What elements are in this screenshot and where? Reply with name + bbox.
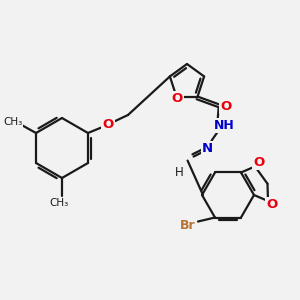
Text: O: O (220, 100, 231, 113)
Text: O: O (266, 199, 278, 212)
Text: O: O (102, 118, 114, 131)
Text: CH₃: CH₃ (50, 198, 69, 208)
Text: NH: NH (214, 119, 235, 132)
Text: O: O (172, 92, 183, 105)
Text: N: N (202, 142, 213, 155)
Text: O: O (254, 156, 265, 169)
Text: H: H (175, 166, 184, 179)
Text: Br: Br (180, 219, 196, 232)
Text: CH₃: CH₃ (3, 117, 22, 127)
